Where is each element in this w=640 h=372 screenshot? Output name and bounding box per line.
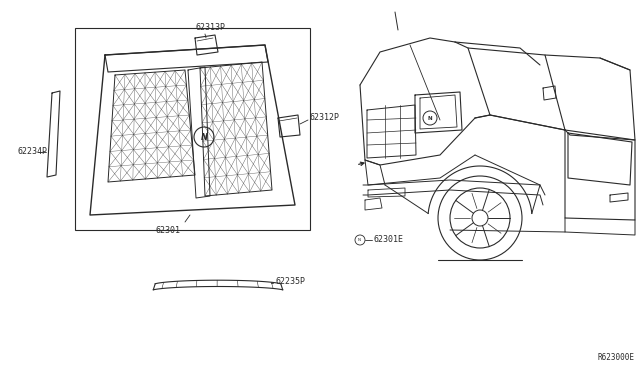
Text: N: N — [358, 238, 360, 242]
Text: 62313P: 62313P — [195, 23, 225, 32]
Text: 62312P: 62312P — [310, 113, 340, 122]
Text: N: N — [428, 115, 432, 121]
Text: 62234P: 62234P — [18, 148, 48, 157]
Text: 62301E: 62301E — [374, 235, 404, 244]
Text: 62301: 62301 — [156, 226, 180, 235]
Text: 62235P: 62235P — [275, 278, 305, 286]
Text: R623000E: R623000E — [598, 353, 635, 362]
Text: N: N — [200, 132, 207, 141]
Bar — [75, 28, 310, 230]
